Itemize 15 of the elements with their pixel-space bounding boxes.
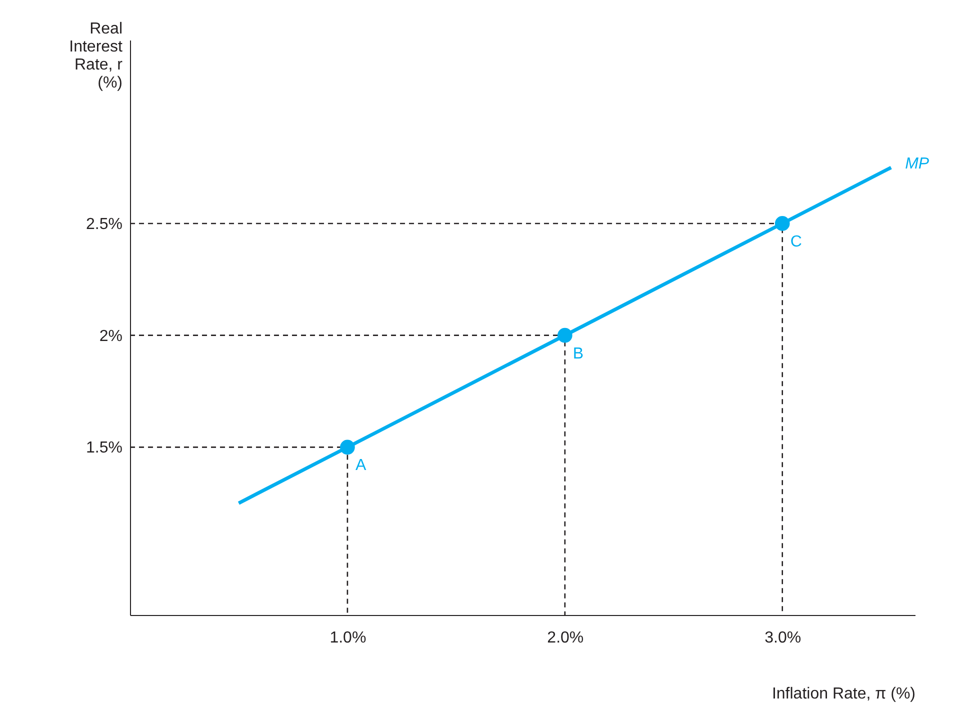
x-tick-label: 3.0% <box>764 630 802 646</box>
annotation: B <box>572 345 584 362</box>
y-tick-label: 2% <box>99 328 122 345</box>
y-tick-label: 2.5% <box>86 216 122 233</box>
x-axis-title: Inflation Rate, π (%) <box>772 686 916 702</box>
series-label: MP <box>905 156 930 173</box>
x-tick-label: 1.0% <box>330 630 366 646</box>
point <box>340 440 355 455</box>
annotation: A <box>355 457 366 474</box>
x-tick-label: 2.0% <box>547 630 584 646</box>
point <box>774 216 790 231</box>
annotation: C <box>790 233 802 250</box>
point <box>557 328 572 343</box>
y-axis-title: Real Interest Rate, r (%) <box>69 20 124 92</box>
y-tick-label: 1.5% <box>86 440 122 457</box>
